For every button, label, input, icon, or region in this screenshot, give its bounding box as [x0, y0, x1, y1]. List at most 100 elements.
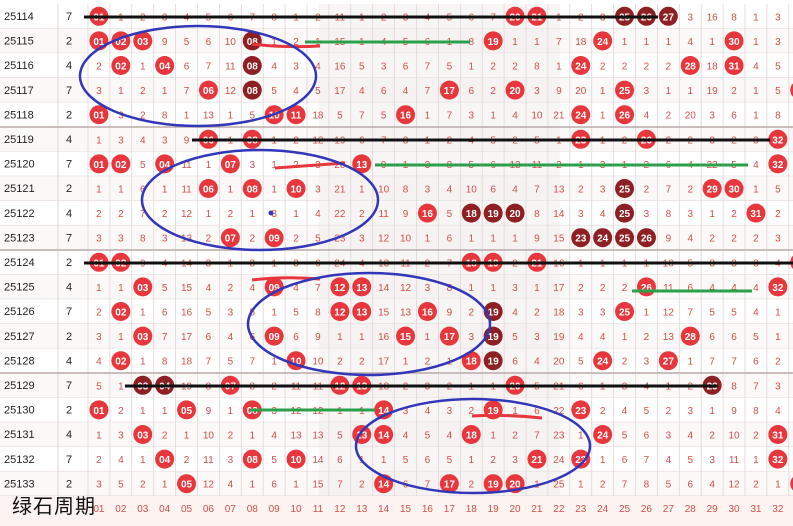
miss-count: 3	[403, 406, 409, 417]
miss-count: 19	[181, 381, 193, 392]
ball	[702, 179, 722, 198]
ball-number: 21	[531, 12, 543, 23]
miss-count: 5	[644, 406, 650, 417]
miss-count: 7	[359, 111, 365, 122]
ball-number: 05	[181, 480, 193, 491]
miss-count: 1	[184, 431, 190, 442]
miss-count: 4	[775, 258, 781, 269]
miss-count: 2	[731, 86, 737, 97]
miss-count: 1	[534, 37, 540, 48]
draw-count: 2	[66, 36, 72, 48]
miss-count: 3	[709, 455, 715, 466]
miss-count: 2	[293, 160, 299, 171]
miss-count: 1	[140, 406, 146, 417]
miss-count: 4	[425, 406, 431, 417]
issue-row: 25121 2 1 1 6 1 11 06 1 08 1 10 3 21 1 10 8 3 4 10 6 4 7 13 2 3 25…	[0, 176, 793, 202]
ball	[615, 302, 635, 321]
miss-count: 6	[687, 480, 693, 491]
miss-count: 12	[181, 209, 193, 220]
miss-count: 3	[687, 406, 693, 417]
miss-count: 2	[600, 480, 606, 491]
miss-count: 3	[118, 234, 124, 245]
miss-count: 7	[622, 480, 628, 491]
ball-number: 19	[488, 37, 500, 48]
miss-count: 5	[293, 308, 299, 319]
miss-count: 2	[775, 357, 781, 368]
miss-count: 1	[184, 111, 190, 122]
miss-count: 2	[337, 357, 343, 368]
miss-count: 21	[553, 381, 565, 392]
miss-count: 5	[359, 62, 365, 73]
miss-count: 10	[531, 111, 543, 122]
draw-count: 2	[66, 109, 72, 121]
miss-count: 16	[553, 258, 565, 269]
ball-number: 08	[247, 62, 259, 73]
miss-count: 6	[228, 12, 234, 23]
ball-number: 02	[115, 37, 127, 48]
miss-count: 5	[118, 480, 124, 491]
miss-count: 14	[553, 209, 565, 220]
issue-number: 25127	[4, 331, 35, 343]
footer-number: 12	[334, 504, 346, 515]
miss-count: 1	[600, 381, 606, 392]
miss-count: 6	[206, 332, 212, 343]
miss-count: 6	[666, 160, 672, 171]
miss-count: 1	[293, 209, 299, 220]
miss-count: 12	[728, 480, 740, 491]
miss-count: 4	[687, 234, 693, 245]
miss-count: 2	[687, 185, 693, 196]
miss-count: 3	[468, 332, 474, 343]
issue-number: 25131	[4, 429, 35, 441]
miss-count: 19	[553, 332, 565, 343]
miss-count: 7	[206, 62, 212, 73]
ball-number: 18	[466, 209, 478, 220]
ball-number: 25	[619, 234, 631, 245]
miss-count: 3	[512, 283, 518, 294]
ball	[724, 31, 744, 51]
miss-count: 4	[447, 185, 453, 196]
miss-count: 2	[468, 406, 474, 417]
miss-count: 1	[775, 308, 781, 319]
miss-count: 1	[315, 37, 321, 48]
ball-number: 25	[619, 185, 631, 196]
miss-count: 2	[249, 234, 255, 245]
miss-count: 7	[184, 86, 190, 97]
miss-count: 1	[644, 258, 650, 269]
miss-count: 5	[315, 234, 321, 245]
issue-number: 25117	[4, 85, 34, 97]
draw-count: 2	[66, 478, 72, 490]
draw-count: 4	[66, 429, 72, 441]
miss-count: 11	[663, 283, 674, 294]
miss-count: 2	[118, 406, 124, 417]
footer-number: 26	[641, 504, 653, 515]
miss-count: 1	[140, 357, 146, 368]
ball-number: 04	[159, 160, 171, 171]
miss-count: 1	[622, 258, 628, 269]
miss-count: 18	[553, 308, 565, 319]
footer-number: 14	[378, 504, 390, 515]
miss-count: 4	[403, 86, 409, 97]
draw-count: 4	[66, 282, 72, 294]
issue-row: 25116 4 2 02 1 04 6 7 11 08 4 3 4 16 5 3 6 7 5 1 2 2 8 1 24 2 2 2 2 2…	[0, 53, 793, 79]
miss-count: 5	[425, 431, 431, 442]
miss-count: 1	[666, 86, 672, 97]
miss-count: 8	[534, 209, 540, 220]
miss-count: 2	[512, 258, 518, 269]
miss-count: 2	[666, 62, 672, 73]
miss-count: 6	[425, 455, 431, 466]
miss-count: 11	[313, 381, 324, 392]
miss-count: 1	[753, 37, 759, 48]
miss-count: 15	[181, 283, 193, 294]
miss-count: 1	[490, 283, 496, 294]
footer-number: 19	[488, 504, 500, 515]
footer-number: 09	[269, 504, 281, 515]
miss-count: 1	[359, 455, 365, 466]
ball-number: 07	[225, 381, 237, 392]
ball-number: 06	[203, 135, 215, 146]
miss-count: 12	[400, 283, 412, 294]
miss-count: 2	[622, 62, 628, 73]
ball-number: 10	[290, 185, 302, 196]
miss-count: 1	[403, 357, 409, 368]
ball-number: 25	[619, 12, 631, 23]
miss-count: 6	[162, 308, 168, 319]
